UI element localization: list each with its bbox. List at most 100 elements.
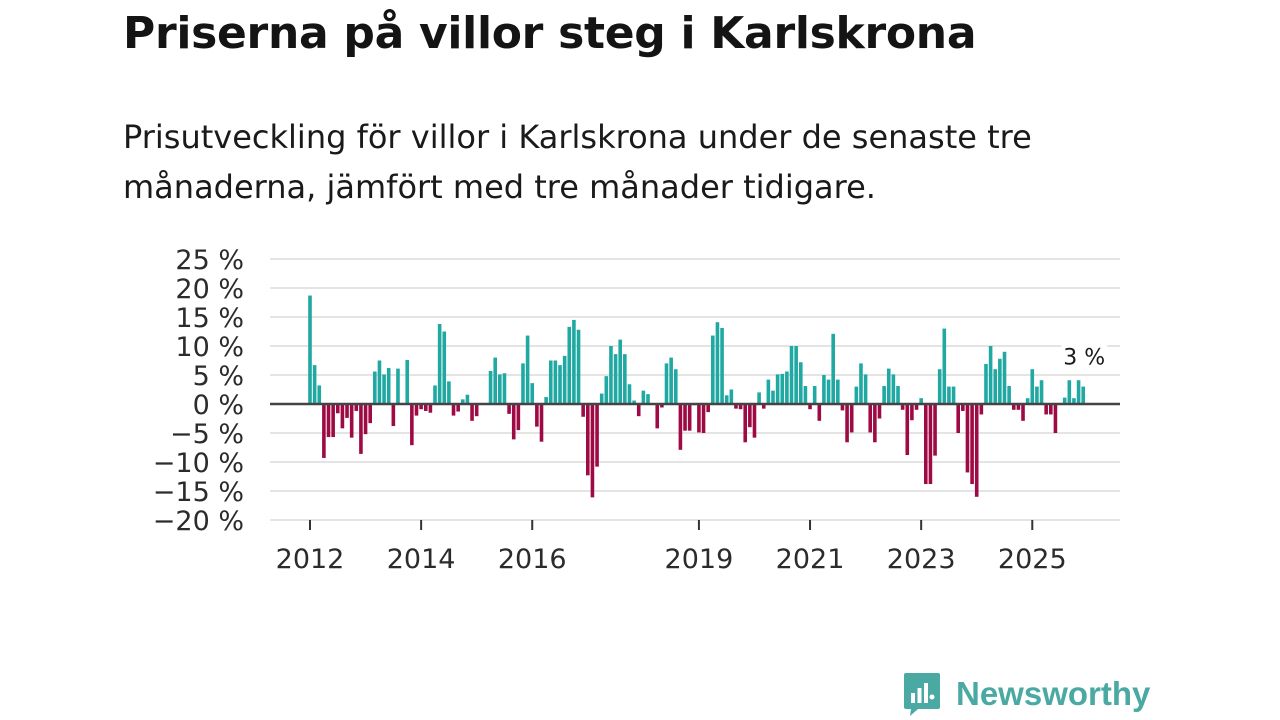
bar	[646, 394, 650, 404]
bar	[956, 404, 960, 433]
bar	[711, 335, 715, 404]
bar	[507, 404, 511, 414]
bar	[354, 404, 359, 411]
bar	[859, 363, 863, 404]
bar	[553, 360, 558, 404]
bar	[974, 404, 979, 497]
bar	[623, 354, 627, 404]
bar	[673, 369, 678, 404]
bar	[701, 404, 706, 433]
bar	[312, 365, 317, 404]
bar	[905, 404, 910, 456]
bar	[317, 385, 322, 404]
bar	[396, 368, 400, 404]
y-tick-label: −5 %	[170, 419, 244, 450]
bar	[437, 323, 442, 404]
bar	[928, 404, 933, 485]
bar	[456, 404, 460, 412]
bar	[447, 381, 451, 404]
x-axis: 2012 2014 2016 2019 2021 2023 2025	[276, 520, 1067, 575]
bar	[470, 404, 474, 421]
bar	[599, 393, 604, 404]
bar	[1067, 380, 1072, 404]
bar	[442, 331, 447, 404]
bar	[1007, 386, 1011, 404]
bar	[919, 398, 923, 404]
bar	[558, 365, 562, 404]
bar	[743, 404, 748, 443]
bar	[738, 404, 743, 410]
bar	[896, 386, 900, 404]
bar	[544, 397, 548, 404]
bar	[433, 385, 437, 404]
x-tick-label: 2025	[998, 544, 1067, 575]
y-axis-labels: 25 %20 %15 %10 %5 %0 %−5 %−10 %−15 %−20 …	[153, 245, 244, 537]
bar	[525, 335, 530, 404]
bar	[1081, 386, 1086, 404]
bar	[516, 404, 521, 431]
bar	[812, 386, 817, 404]
bar	[474, 404, 479, 417]
bar	[331, 404, 335, 438]
x-tick-label: 2019	[665, 544, 734, 575]
bar	[1025, 398, 1030, 404]
bar	[836, 379, 840, 404]
bar	[391, 404, 396, 427]
bar	[933, 404, 937, 456]
bar	[697, 404, 701, 433]
bar	[947, 386, 951, 404]
bar	[678, 404, 683, 450]
bar	[761, 404, 766, 409]
bar	[530, 383, 535, 404]
bar	[340, 404, 345, 429]
bar	[687, 404, 692, 431]
chart-subtitle: Prisutveckling för villor i Karlskrona u…	[123, 118, 1032, 206]
bar	[493, 357, 497, 404]
y-tick-label: 15 %	[175, 303, 244, 334]
bar	[586, 404, 590, 476]
bar	[1053, 404, 1058, 433]
newsworthy-logo-icon	[904, 673, 940, 716]
bar	[988, 346, 993, 404]
y-tick-label: −10 %	[153, 448, 244, 479]
bar	[423, 404, 428, 411]
bar	[937, 369, 942, 404]
bar	[979, 404, 984, 415]
y-tick-label: 5 %	[193, 361, 244, 392]
y-tick-label: 0 %	[193, 390, 244, 421]
bar	[789, 346, 794, 404]
bar	[808, 404, 812, 410]
bar	[627, 384, 632, 404]
bar	[1016, 404, 1021, 410]
bar	[535, 404, 539, 427]
bar	[632, 400, 636, 404]
x-tick-label: 2021	[776, 544, 845, 575]
bar	[951, 386, 956, 404]
bar	[345, 404, 349, 418]
bar	[910, 404, 914, 421]
annotation-label: 3 %	[1063, 346, 1105, 371]
bar	[405, 359, 410, 404]
bar	[322, 404, 326, 458]
bar	[664, 363, 669, 404]
bar	[863, 374, 868, 404]
bar	[382, 374, 386, 404]
y-tick-label: −20 %	[153, 506, 244, 537]
bar	[868, 404, 873, 433]
bar	[923, 404, 928, 485]
bar	[794, 346, 798, 404]
bar	[548, 360, 553, 404]
bar	[576, 329, 581, 404]
bar	[752, 404, 757, 438]
bar	[854, 386, 859, 404]
bar	[410, 404, 414, 446]
bar	[521, 363, 525, 404]
bar	[706, 404, 710, 413]
bar	[1002, 351, 1007, 404]
bar	[308, 295, 312, 404]
y-tick-label: 20 %	[175, 274, 244, 305]
bar	[970, 404, 974, 485]
bar	[826, 379, 831, 404]
bar	[414, 404, 419, 416]
bar	[1076, 380, 1081, 404]
